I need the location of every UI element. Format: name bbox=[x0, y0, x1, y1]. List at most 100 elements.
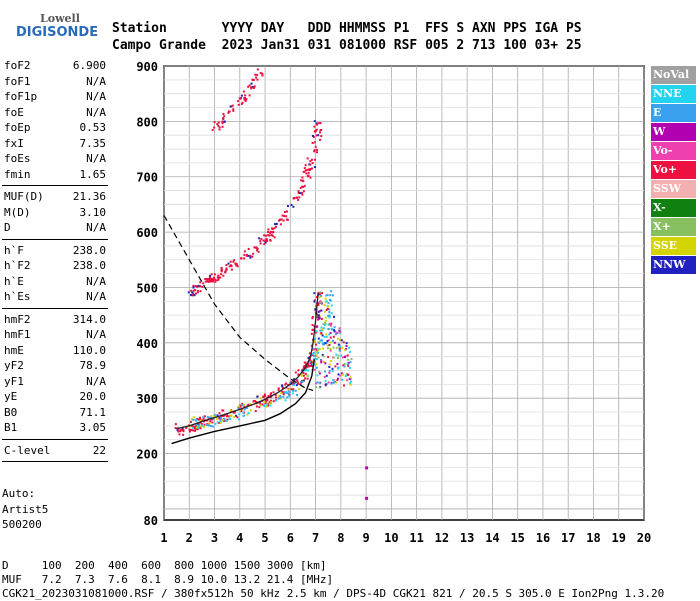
digisonde-logo: Lowell DIGISONDE bbox=[4, 8, 104, 46]
echo-point bbox=[325, 319, 328, 322]
echo-point bbox=[303, 366, 306, 369]
echo-point bbox=[248, 84, 251, 87]
param-key: h`Es bbox=[4, 290, 31, 303]
param-value: 238.0 bbox=[72, 243, 106, 257]
param-row: foF1 N/A bbox=[2, 74, 108, 90]
echo-point bbox=[245, 406, 248, 409]
echo-point bbox=[209, 274, 212, 277]
echo-point bbox=[201, 424, 204, 427]
echo-point bbox=[279, 223, 282, 226]
x-tick-labels: 1 2 3 4 5 6 7 8 9 10 11 12 13 14 15 16 17 18 19 20 bbox=[160, 531, 651, 545]
echo-point bbox=[315, 358, 318, 361]
echo-point bbox=[319, 295, 322, 298]
echo-point bbox=[199, 416, 202, 419]
echo-point bbox=[301, 191, 304, 194]
echo-point bbox=[192, 292, 195, 295]
echo-point bbox=[334, 333, 337, 336]
x-tick-label: 6 bbox=[287, 531, 294, 545]
echo-point bbox=[330, 304, 333, 307]
echo-point bbox=[337, 373, 340, 376]
echo-point bbox=[217, 278, 220, 281]
echo-point bbox=[344, 355, 347, 358]
echo-point bbox=[349, 361, 352, 364]
echo-point bbox=[243, 96, 246, 99]
echo-point bbox=[323, 304, 326, 307]
param-row: yF1 N/A bbox=[2, 374, 108, 390]
echo-point bbox=[259, 242, 262, 245]
param-separator bbox=[2, 238, 108, 240]
echo-point bbox=[333, 326, 336, 329]
echo-point bbox=[309, 167, 312, 170]
echo-point bbox=[331, 339, 334, 342]
echo-point bbox=[264, 405, 267, 408]
echo-point bbox=[279, 397, 282, 400]
echo-point bbox=[340, 354, 343, 357]
echo-point bbox=[296, 379, 299, 382]
echo-point bbox=[207, 278, 210, 281]
echo-point bbox=[337, 354, 340, 357]
echo-point bbox=[332, 381, 335, 384]
echo-point bbox=[226, 418, 229, 421]
echo-point bbox=[331, 294, 334, 297]
echo-point bbox=[283, 391, 286, 394]
echo-point bbox=[298, 196, 301, 199]
echo-point bbox=[328, 333, 331, 336]
echo-point bbox=[320, 361, 323, 364]
echo-point bbox=[252, 78, 255, 81]
echo-point bbox=[180, 428, 183, 431]
x-tick-label: 9 bbox=[362, 531, 369, 545]
auto-artist: Artist5 bbox=[2, 502, 49, 516]
echo-point bbox=[192, 429, 195, 432]
echo-point bbox=[196, 290, 199, 293]
echo-point bbox=[218, 126, 221, 129]
echo-point bbox=[201, 419, 204, 422]
echo-point bbox=[245, 253, 248, 256]
legend-item: NNW bbox=[651, 256, 696, 274]
echo-point bbox=[263, 404, 266, 407]
param-row: B1 3.05 bbox=[2, 420, 108, 436]
echo-point bbox=[286, 205, 289, 208]
echo-point bbox=[325, 294, 328, 297]
echo-point bbox=[324, 383, 327, 386]
echo-point bbox=[336, 363, 339, 366]
echo-point bbox=[320, 333, 323, 336]
echo-point bbox=[240, 102, 243, 105]
polarization-legend: NoVal NNE E W Vo- Vo+ SSW X- X+ SSE NNW bbox=[651, 66, 696, 275]
echo-point bbox=[310, 361, 313, 364]
echo-point bbox=[193, 427, 196, 430]
echo-point bbox=[271, 228, 274, 231]
echo-point bbox=[324, 362, 327, 365]
echo-point bbox=[226, 419, 229, 422]
echo-point bbox=[328, 316, 331, 319]
echo-point bbox=[326, 294, 329, 297]
echo-point bbox=[299, 383, 302, 386]
echo-point bbox=[338, 349, 341, 352]
echo-point bbox=[328, 363, 331, 366]
echo-point bbox=[313, 358, 316, 361]
echo-point bbox=[313, 141, 316, 144]
echo-point bbox=[196, 291, 199, 294]
echo-point bbox=[231, 104, 234, 107]
echo-point bbox=[300, 179, 303, 182]
echo-point bbox=[233, 415, 236, 418]
echo-point bbox=[288, 388, 291, 391]
echo-point bbox=[332, 329, 335, 332]
echo-point bbox=[279, 396, 282, 399]
echo-point bbox=[249, 254, 252, 257]
param-separator bbox=[2, 461, 108, 462]
echo-point bbox=[221, 125, 224, 128]
echo-point bbox=[269, 230, 272, 233]
echo-point bbox=[254, 400, 257, 403]
echo-point bbox=[211, 280, 214, 283]
echo-point bbox=[346, 379, 349, 382]
echo-point bbox=[302, 180, 305, 183]
echo-point bbox=[309, 176, 312, 179]
echo-point bbox=[325, 342, 328, 345]
echo-point bbox=[208, 276, 211, 279]
echo-point bbox=[318, 293, 321, 296]
echo-point bbox=[199, 418, 202, 421]
echo-point bbox=[267, 395, 270, 398]
echo-point bbox=[202, 417, 205, 420]
echo-point bbox=[313, 368, 316, 371]
echo-point bbox=[327, 347, 330, 350]
